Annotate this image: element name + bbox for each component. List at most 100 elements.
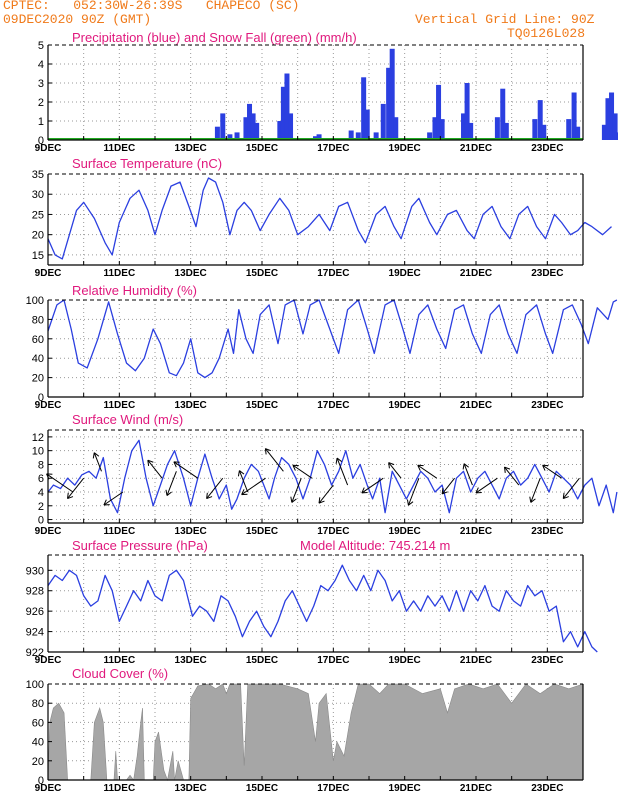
wind-arrow: [147, 459, 163, 479]
precip-bar: [614, 132, 618, 140]
precip-bar: [284, 73, 290, 140]
precip-bar: [234, 132, 240, 140]
wind-arrow-head: [92, 452, 95, 459]
panel-5: 922 924 926 928 930 9DEC 11DEC 13DEC 15DEC 17DEC 1…: [26, 538, 598, 666]
precip-bar: [427, 132, 433, 140]
wind-arrow-head: [417, 465, 421, 471]
wind-arrow-head: [93, 452, 100, 457]
precip-bar: [537, 100, 543, 140]
wind-arrow-head: [406, 499, 409, 506]
wind-arrow-head: [361, 487, 365, 494]
panel-title: Relative Humidity (%): [72, 283, 197, 298]
y-tick-label: 4: [38, 487, 44, 499]
precip-bar: [571, 92, 577, 140]
x-tick-label: 19DEC: [389, 655, 421, 666]
precip-bar: [364, 109, 370, 140]
wind-arrow-head: [67, 496, 74, 500]
wind-arrow: [475, 477, 498, 494]
wind-arrow-head: [46, 473, 50, 480]
wind-arrow: [441, 477, 455, 495]
wind-arrow-head: [239, 470, 245, 475]
precip-bar: [386, 67, 392, 140]
wind-arrow-head: [237, 470, 240, 477]
x-tick-label: 23DEC: [531, 783, 563, 794]
panel-title: Surface Temperature (nC): [72, 156, 222, 171]
wind-arrow-head: [147, 459, 154, 463]
wind-arrow-head: [173, 461, 177, 468]
y-tick-label: 1: [38, 116, 44, 128]
wind-arrow: [417, 464, 438, 479]
precip-bar: [566, 119, 572, 140]
cloud-cover-area: [47, 683, 584, 782]
wind-arrow: [361, 477, 384, 494]
wind-arrow: [530, 478, 541, 503]
panel-3: 0 20 40 60 80 100 9DEC 11DEC 13DEC 15DEC 17DEC 19DE…: [26, 283, 618, 411]
precip-bar: [439, 119, 445, 140]
x-tick-label: 17DEC: [317, 655, 349, 666]
precip-bar: [532, 119, 538, 140]
precip-bar: [280, 86, 286, 140]
wind-arrow-head: [504, 467, 506, 473]
y-tick-label: 35: [32, 169, 44, 181]
wind-arrow: [292, 464, 313, 479]
x-tick-label: 11DEC: [103, 268, 135, 279]
y-tick-label: 5: [38, 40, 44, 52]
y-tick-label: 6: [38, 473, 44, 485]
y-tick-label: 12: [32, 432, 44, 444]
precip-bar: [247, 103, 253, 140]
precip-bar: [461, 113, 467, 140]
x-tick-label: 19DEC: [389, 143, 421, 154]
precip-bar: [380, 103, 386, 140]
y-tick-label: 20: [32, 756, 44, 768]
wind-arrow-head: [206, 496, 213, 500]
panel-4: 0 2 4 6 810 12 9DEC 11DEC 13DEC 15DEC 17DEC 19DEC 21…: [32, 412, 618, 537]
header-grid-note: Vertical Grid Line: 90Z: [415, 12, 595, 27]
series-line: [47, 177, 612, 260]
wind-arrow: [166, 471, 177, 496]
y-tick-label: 928: [26, 586, 44, 598]
y-tick-label: 15: [32, 250, 44, 262]
y-tick-label: 930: [26, 565, 44, 577]
panel-title: Precipitation (blue) and Snow Fall (gree…: [72, 30, 357, 45]
wind-arrow-head: [388, 462, 395, 466]
y-tick-label: 100: [26, 295, 44, 307]
wind-arrow: [93, 452, 102, 472]
x-tick-label: 19DEC: [389, 268, 421, 279]
wind-arrow-head: [265, 448, 272, 452]
x-tick-label: 9DEC: [35, 655, 62, 666]
x-tick-label: 17DEC: [317, 783, 349, 794]
precip-bar: [464, 83, 470, 140]
panel-title: Cloud Cover (%): [72, 666, 168, 681]
y-tick-label: 0: [38, 135, 44, 147]
wind-arrow: [318, 484, 334, 504]
wind-arrow-head: [290, 496, 293, 503]
wind-arrow-head: [292, 465, 296, 471]
y-tick-label: 60: [32, 717, 44, 729]
wind-arrow: [238, 470, 249, 493]
x-tick-label: 19DEC: [389, 783, 421, 794]
y-tick-label: 10: [32, 446, 44, 458]
series-line: [47, 299, 618, 379]
precip-bar: [316, 134, 322, 140]
wind-arrow-head: [335, 457, 338, 464]
precip-bar: [243, 117, 249, 140]
wind-arrow-head: [441, 488, 444, 494]
x-tick-label: 11DEC: [103, 783, 135, 794]
wind-arrow-head: [463, 463, 470, 468]
y-tick-label: 2: [38, 501, 44, 513]
precip-bar: [500, 88, 506, 140]
wind-arrow-head: [441, 491, 448, 495]
x-tick-label: 17DEC: [317, 526, 349, 537]
wind-arrow: [173, 461, 199, 479]
wind-arrow: [407, 478, 420, 506]
wind-arrow: [504, 466, 520, 486]
wind-arrow-head: [529, 496, 532, 503]
x-tick-label: 13DEC: [175, 783, 207, 794]
precip-bar: [361, 77, 367, 140]
wind-arrow: [542, 464, 562, 479]
y-tick-label: 924: [26, 627, 44, 639]
wind-arrow-head: [563, 496, 569, 500]
wind-arrow: [264, 448, 284, 472]
